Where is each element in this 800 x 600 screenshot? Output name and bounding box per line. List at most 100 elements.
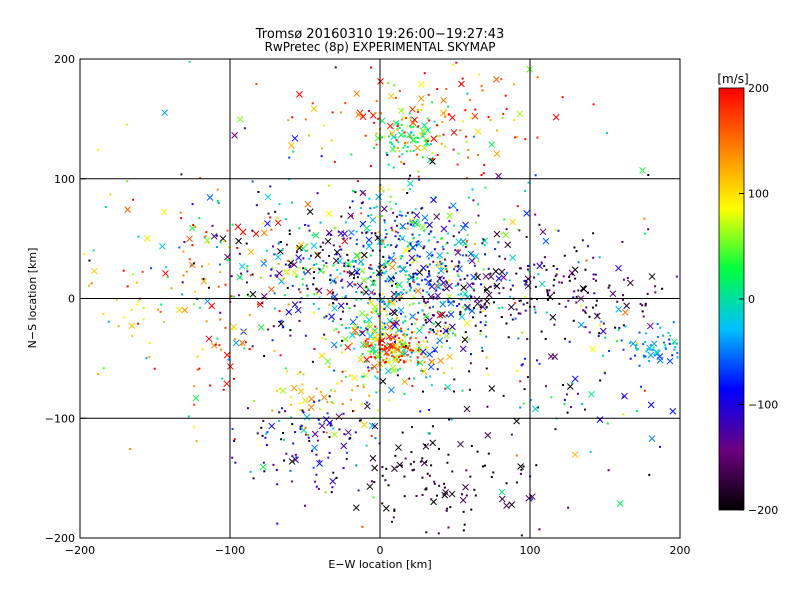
scatter-dot [427, 284, 430, 287]
scatter-dot [408, 342, 411, 345]
scatter-dot [589, 450, 592, 453]
scatter-dot [428, 270, 431, 273]
scatter-dot [276, 522, 279, 525]
scatter-dot [416, 219, 419, 222]
scatter-dot [416, 311, 419, 314]
scatter-dot [527, 181, 530, 184]
scatter-dot [219, 311, 222, 314]
scatter-cross [307, 403, 315, 411]
scatter-dot [411, 331, 414, 334]
scatter-dot [411, 221, 414, 224]
scatter-dot [389, 329, 392, 332]
scatter-dot [320, 155, 323, 158]
scatter-dot [249, 470, 252, 473]
scatter-dot [248, 295, 251, 298]
scatter-dot [232, 328, 235, 331]
scatter-dot [464, 246, 467, 249]
scatter-dot [420, 325, 423, 328]
scatter-dot [401, 431, 404, 434]
scatter-cross [311, 444, 318, 452]
scatter-dot [333, 279, 336, 282]
scatter-cross [464, 303, 471, 311]
scatter-dot [505, 271, 508, 274]
scatter-dot [369, 263, 372, 266]
scatter-dot [459, 313, 462, 316]
scatter-dot [530, 399, 533, 402]
scatter-dot [181, 293, 184, 296]
scatter-dot [443, 482, 446, 485]
scatter-dot [446, 241, 449, 244]
scatter-dot [577, 261, 580, 264]
scatter-dot [290, 403, 293, 406]
scatter-dot [335, 253, 338, 256]
scatter-dot [485, 367, 488, 370]
scatter-dot [381, 298, 384, 301]
scatter-dot [339, 111, 342, 114]
scatter-dot [156, 308, 159, 311]
scatter-cross [240, 328, 247, 336]
scatter-cross [468, 257, 476, 265]
scatter-cross [483, 286, 491, 293]
scatter-cross [390, 367, 397, 375]
scatter-dot [522, 465, 525, 468]
scatter-dot [402, 345, 405, 348]
scatter-dot [458, 298, 461, 301]
scatter-dot [416, 141, 419, 144]
scatter-cross [621, 392, 628, 400]
scatter-dot [452, 148, 455, 151]
scatter-dot [423, 229, 426, 232]
scatter-dot [363, 321, 366, 324]
scatter-dot [361, 330, 364, 333]
scatter-dot [425, 376, 428, 379]
scatter-dot [443, 486, 446, 489]
scatter-dot [629, 357, 632, 360]
scatter-dot [374, 437, 377, 440]
scatter-dot [274, 210, 277, 213]
scatter-dot [421, 132, 424, 135]
scatter-cross [390, 295, 398, 303]
scatter-dot [349, 237, 352, 240]
scatter-dot [513, 118, 516, 121]
scatter-dot [457, 273, 460, 276]
scatter-dot [385, 343, 388, 346]
scatter-dot [271, 339, 274, 342]
scatter-dot [396, 146, 399, 149]
scatter-dot [427, 431, 430, 434]
scatter-dot [369, 165, 372, 168]
scatter-dot [309, 254, 312, 257]
scatter-dot [384, 280, 387, 283]
scatter-dot [435, 263, 438, 266]
scatter-dot [305, 243, 308, 246]
scatter-dot [432, 314, 435, 317]
scatter-dot [389, 195, 392, 198]
scatter-dot [601, 354, 604, 357]
scatter-dot [375, 205, 378, 208]
scatter-dot [282, 326, 285, 329]
scatter-dot [265, 444, 268, 447]
scatter-dot [424, 319, 427, 322]
scatter-cross [647, 401, 655, 409]
scatter-dot [447, 526, 450, 529]
scatter-dot [328, 395, 331, 398]
scatter-dot [333, 329, 336, 332]
scatter-dot [337, 331, 340, 334]
scatter-dot [638, 331, 641, 334]
scatter-dot [460, 298, 463, 301]
scatter-cross [247, 248, 255, 256]
scatter-dot [315, 485, 318, 488]
scatter-cross [304, 200, 312, 208]
scatter-dot [278, 241, 281, 244]
scatter-dot [315, 387, 318, 390]
scatter-dot [400, 330, 403, 333]
scatter-cross [457, 440, 464, 448]
scatter-dot [386, 260, 389, 263]
scatter-dot [406, 261, 409, 264]
scatter-dot [456, 163, 459, 166]
scatter-dot [83, 253, 86, 256]
scatter-dot [614, 326, 617, 329]
scatter-dot [417, 175, 420, 178]
scatter-dot [452, 332, 455, 335]
scatter-dot [350, 273, 353, 276]
scatter-cross [462, 221, 469, 229]
scatter-dot [233, 338, 236, 341]
